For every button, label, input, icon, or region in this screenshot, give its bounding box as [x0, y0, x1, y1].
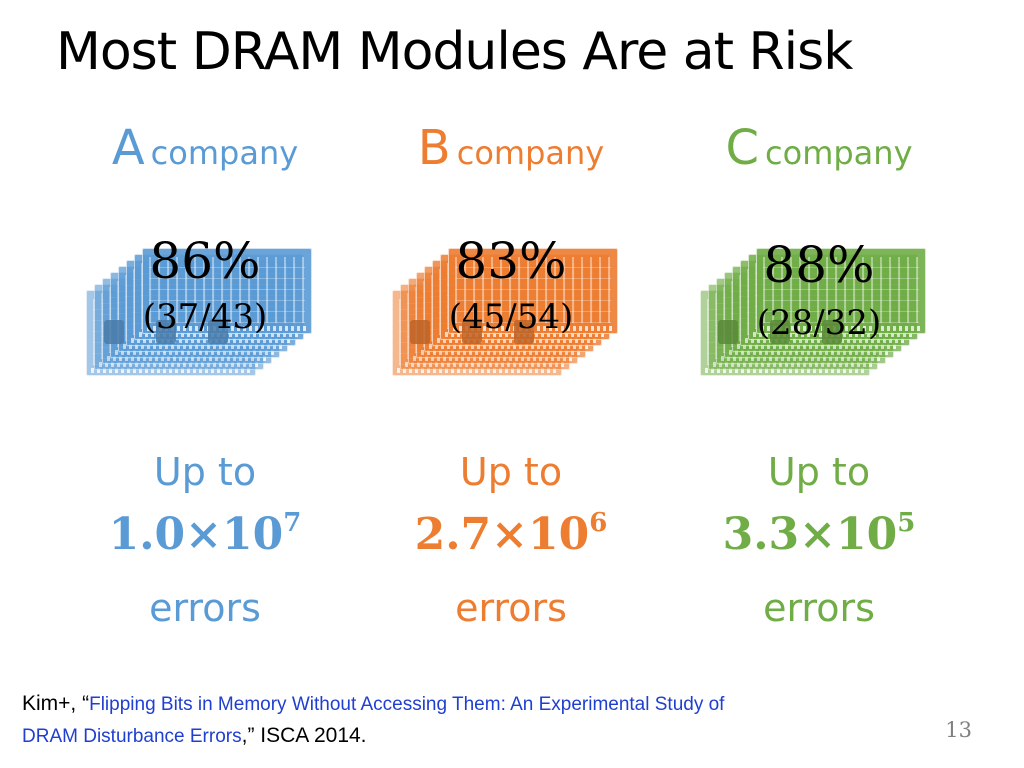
vulnerable-ratio: (45/54) [448, 297, 574, 337]
up-to-label: Up to [153, 450, 257, 494]
dram-module [448, 248, 618, 334]
up-to-label: Up to [459, 450, 563, 494]
company-word: company [456, 134, 605, 172]
error-count-exponent: 7 [283, 508, 302, 538]
memory-chip [156, 320, 176, 344]
memory-chip [462, 320, 482, 344]
citation: Kim+, “Flipping Bits in Memory Without A… [22, 688, 922, 752]
company-letter: B [417, 120, 451, 176]
up-to-label: Up to [767, 450, 871, 494]
error-count-base: 2.7×10 [414, 509, 590, 560]
error-count-exponent: 5 [897, 508, 916, 538]
memory-chip [770, 320, 790, 344]
memory-chip [208, 320, 228, 344]
company-word: company [150, 134, 299, 172]
errors-label: errors [455, 586, 567, 630]
error-count: 1.0×107 [80, 508, 330, 560]
memory-chip [410, 320, 430, 344]
paper-title-line1: Flipping Bits in Memory Without Accessin… [89, 694, 725, 715]
company-letter: C [725, 120, 760, 176]
vulnerable-percent: 86% [149, 232, 261, 290]
errors-label: errors [763, 586, 875, 630]
error-count: 2.7×106 [386, 508, 636, 560]
vulnerable-percent: 88% [763, 236, 875, 294]
memory-chip [822, 320, 842, 344]
memory-chip [104, 320, 124, 344]
dram-module-stack-icon [386, 228, 636, 378]
vulnerable-ratio: (37/43) [142, 297, 268, 337]
dram-module [756, 248, 926, 334]
company-letter: A [111, 120, 145, 176]
memory-chip [514, 320, 534, 344]
error-count-exponent: 6 [589, 508, 608, 538]
citation-suffix: ,” ISCA 2014. [241, 724, 367, 747]
company-word: company [765, 134, 913, 172]
slide-title: Most DRAM Modules Are at Risk [56, 22, 853, 82]
memory-chip [718, 320, 738, 344]
errors-label: errors [149, 586, 261, 630]
dram-module-stack-icon [694, 228, 944, 378]
error-count: 3.3×105 [694, 508, 944, 560]
vulnerable-percent: 83% [455, 232, 567, 290]
error-count-base: 3.3×10 [722, 509, 898, 560]
error-count-base: 1.0×10 [108, 509, 284, 560]
paper-title-line2: DRAM Disturbance Errors [22, 726, 242, 747]
vulnerable-ratio: (28/32) [756, 303, 882, 343]
dram-module-stack-icon [80, 228, 330, 378]
citation-prefix: Kim+, “ [22, 692, 90, 715]
page-number: 13 [945, 718, 972, 742]
